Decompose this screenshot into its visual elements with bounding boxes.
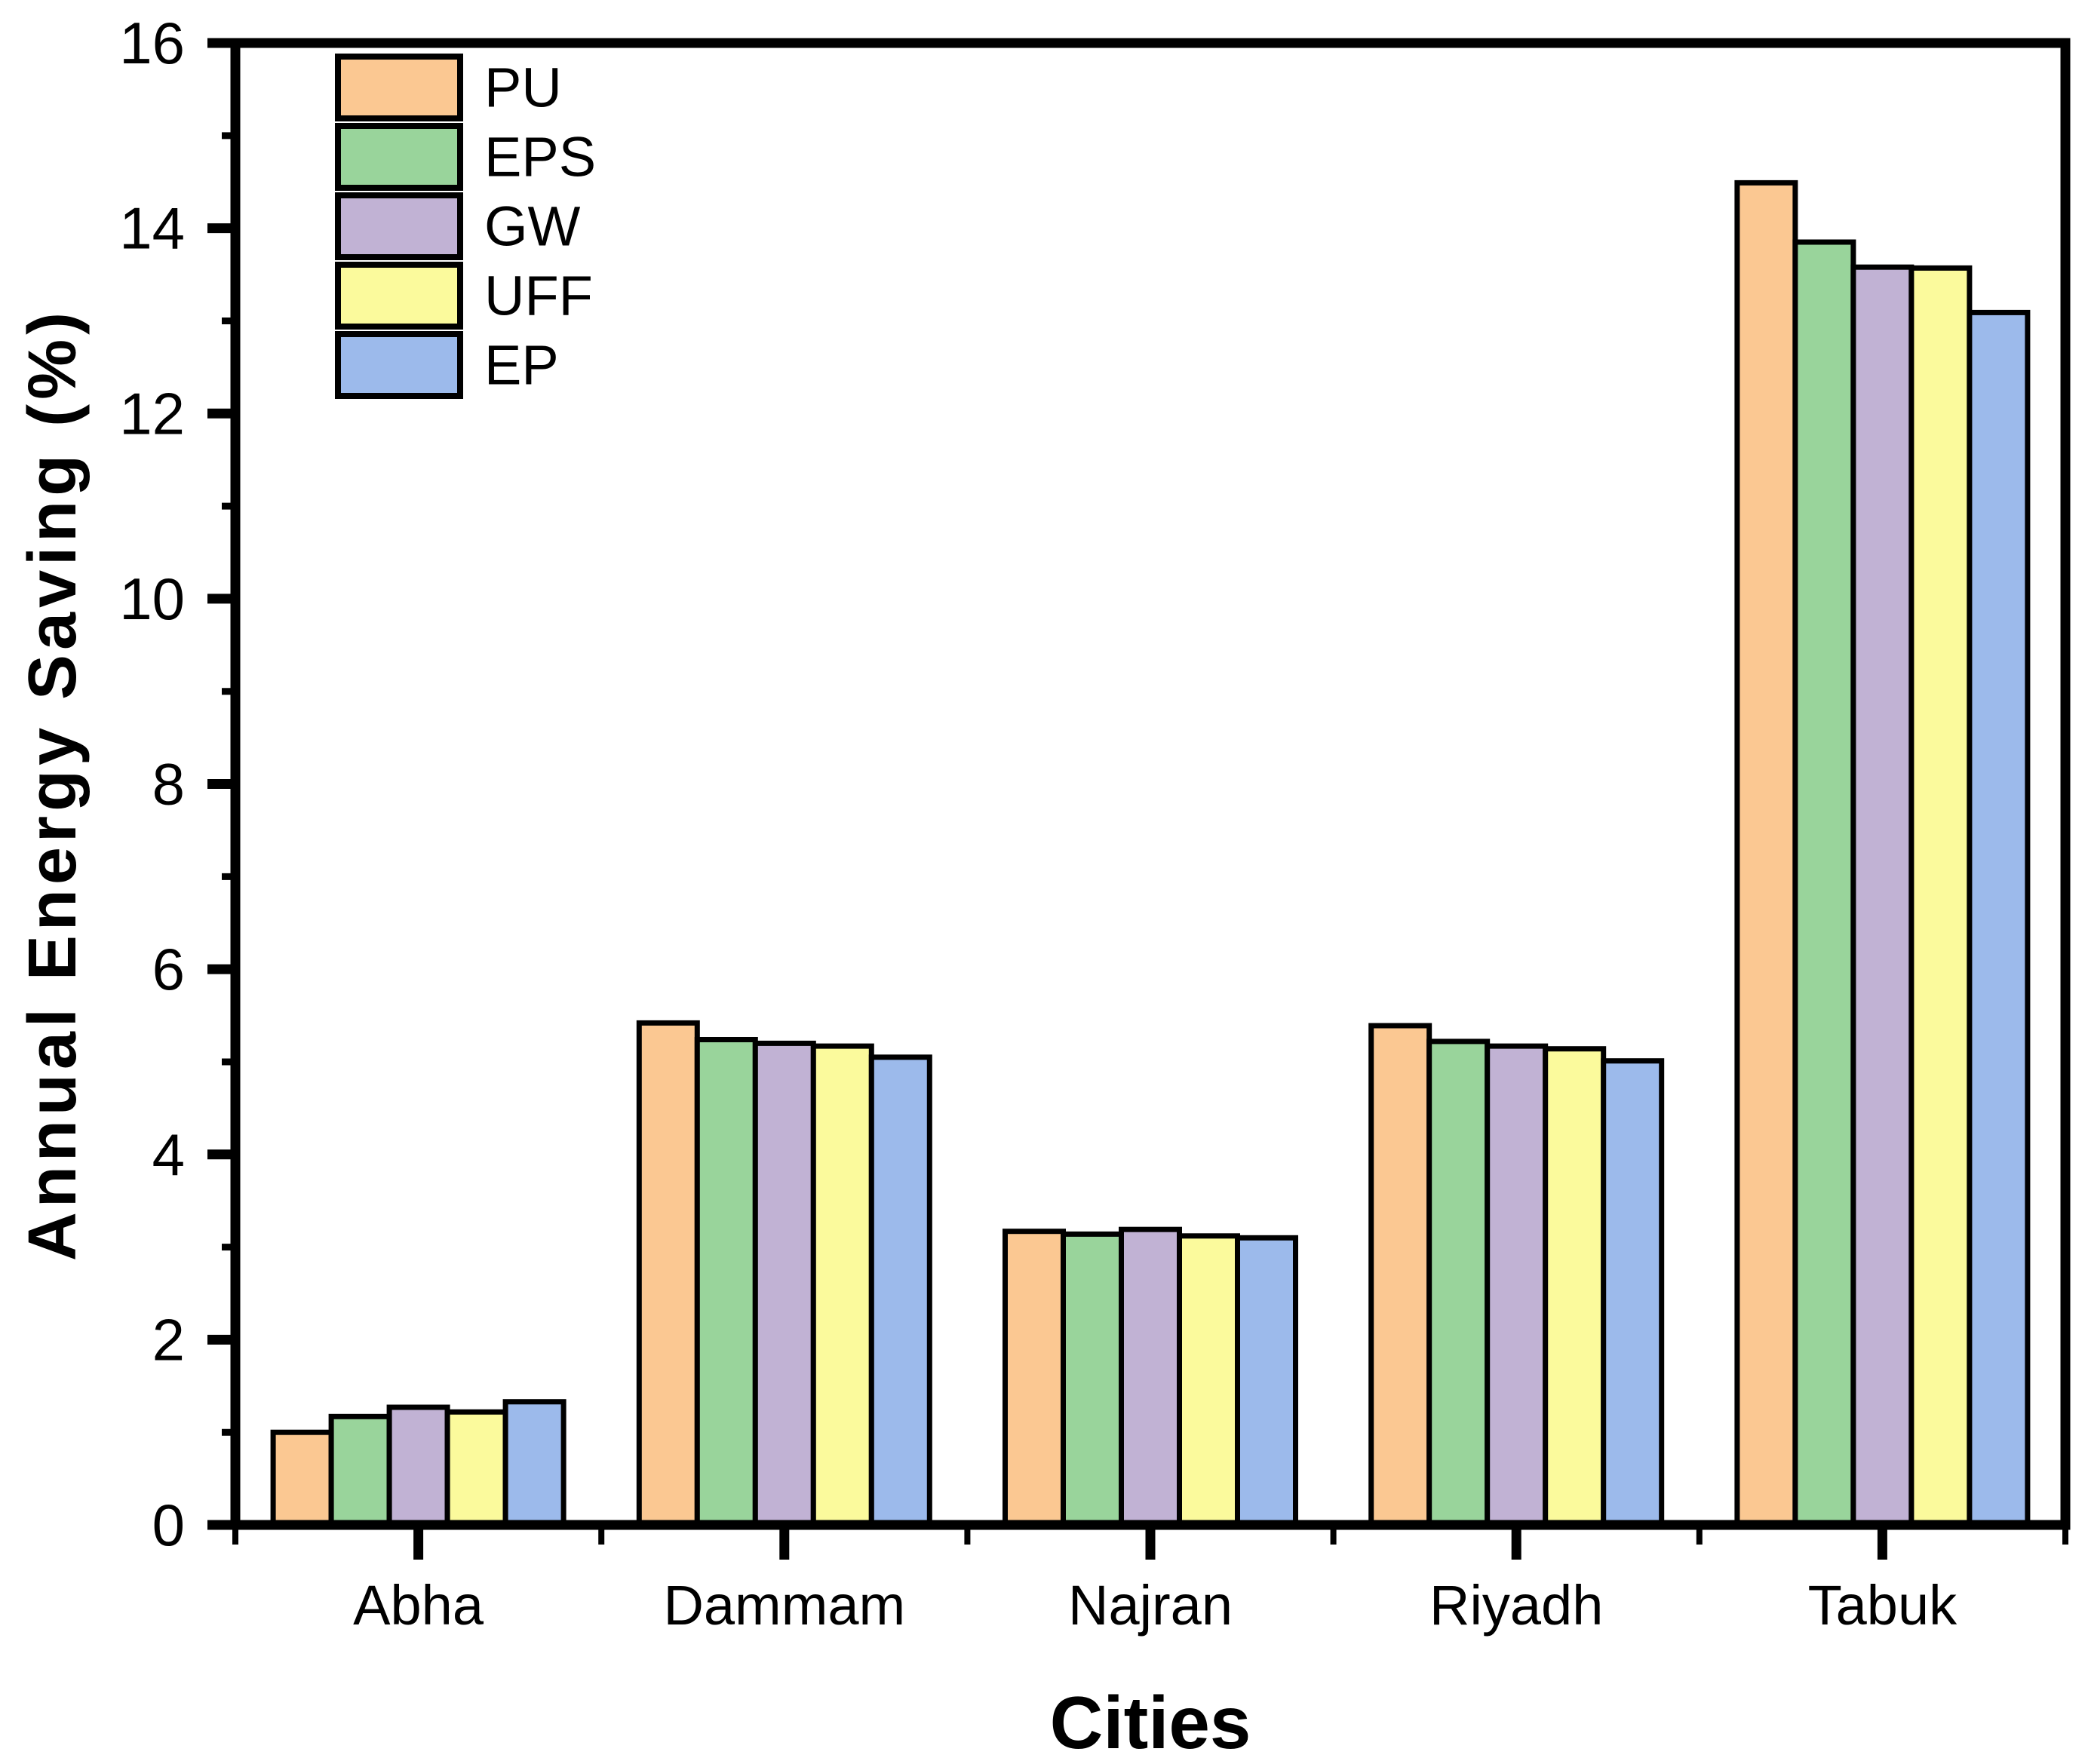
bar-Dammam-EP <box>868 1054 932 1528</box>
bar-Najran-EP <box>1235 1235 1298 1528</box>
bar-Tabuk-GW <box>1850 264 1915 1528</box>
x-tick-label-Abha: Abha <box>353 1574 484 1637</box>
bar-Abha-UFF <box>444 1409 508 1528</box>
legend-entry-UFF: UFF <box>335 262 593 330</box>
legend-swatch-UFF <box>335 262 463 330</box>
bar-Abha-EPS <box>328 1413 392 1528</box>
bar-Dammam-GW <box>752 1040 816 1528</box>
x-axis-title: Cities <box>1050 1681 1251 1764</box>
bar-Najran-GW <box>1119 1226 1182 1528</box>
legend-label-UFF: UFF <box>484 265 593 327</box>
bar-Abha-EP <box>502 1399 567 1528</box>
legend-label-EP: EP <box>484 334 559 397</box>
legend-label-EPS: EPS <box>484 126 596 189</box>
bar-Dammam-EPS <box>694 1037 758 1528</box>
x-tick-label-Tabuk: Tabuk <box>1808 1574 1958 1637</box>
bar-Abha-PU <box>270 1429 334 1528</box>
legend-entry-PU: PU <box>335 54 562 121</box>
bar-Dammam-PU <box>636 1020 700 1528</box>
bar-Najran-UFF <box>1177 1233 1240 1528</box>
y-tick-label-8: 8 <box>152 751 185 818</box>
bar-Tabuk-UFF <box>1908 265 1973 1528</box>
bar-Tabuk-EPS <box>1792 239 1856 1528</box>
bar-Tabuk-EP <box>1967 309 2031 1528</box>
legend-label-PU: PU <box>484 57 562 119</box>
bar-Riyadh-PU <box>1368 1023 1432 1528</box>
bar-Tabuk-PU <box>1734 179 1798 1528</box>
y-tick-label-2: 2 <box>152 1306 185 1373</box>
bar-Riyadh-UFF <box>1543 1046 1607 1528</box>
legend-entry-GW: GW <box>335 192 581 260</box>
y-tick-label-4: 4 <box>152 1121 185 1188</box>
legend-swatch-EP <box>335 331 463 399</box>
x-axis-tick-labels: Abha Dammam Najran Riyadh Tabuk <box>353 1574 1958 1637</box>
y-axis-title: Annual Energy Saving (%) <box>15 308 91 1261</box>
legend-swatch-EPS <box>335 123 463 191</box>
y-tick-label-10: 10 <box>119 566 185 632</box>
bars-group <box>270 179 2031 1528</box>
y-tick-label-12: 12 <box>119 380 185 446</box>
y-tick-label-16: 16 <box>119 10 185 76</box>
x-tick-label-Riyadh: Riyadh <box>1429 1574 1603 1637</box>
bar-Najran-EPS <box>1061 1231 1124 1528</box>
x-tick-label-Dammam: Dammam <box>663 1574 905 1637</box>
y-tick-label-6: 6 <box>152 936 185 1002</box>
bar-Abha-GW <box>386 1404 450 1528</box>
legend-swatch-PU <box>335 54 463 121</box>
bar-Riyadh-GW <box>1485 1043 1549 1528</box>
x-tick-label-Najran: Najran <box>1068 1574 1233 1637</box>
bar-Najran-PU <box>1003 1229 1066 1528</box>
bar-Riyadh-EPS <box>1426 1038 1491 1528</box>
y-tick-label-14: 14 <box>119 195 185 262</box>
legend-entry-EPS: EPS <box>335 123 596 191</box>
y-axis-tick-labels: 0 2 4 6 8 10 12 14 16 <box>119 10 185 1558</box>
bar-Dammam-UFF <box>810 1043 874 1528</box>
plot-frame <box>230 38 2071 1530</box>
x-axis-ticks <box>232 1529 2068 1560</box>
legend-swatch-GW <box>335 192 463 260</box>
legend-entry-EP: EP <box>335 331 559 399</box>
bar-Riyadh-EP <box>1601 1058 1665 1528</box>
legend-label-GW: GW <box>484 195 581 258</box>
y-tick-label-0: 0 <box>152 1492 185 1558</box>
